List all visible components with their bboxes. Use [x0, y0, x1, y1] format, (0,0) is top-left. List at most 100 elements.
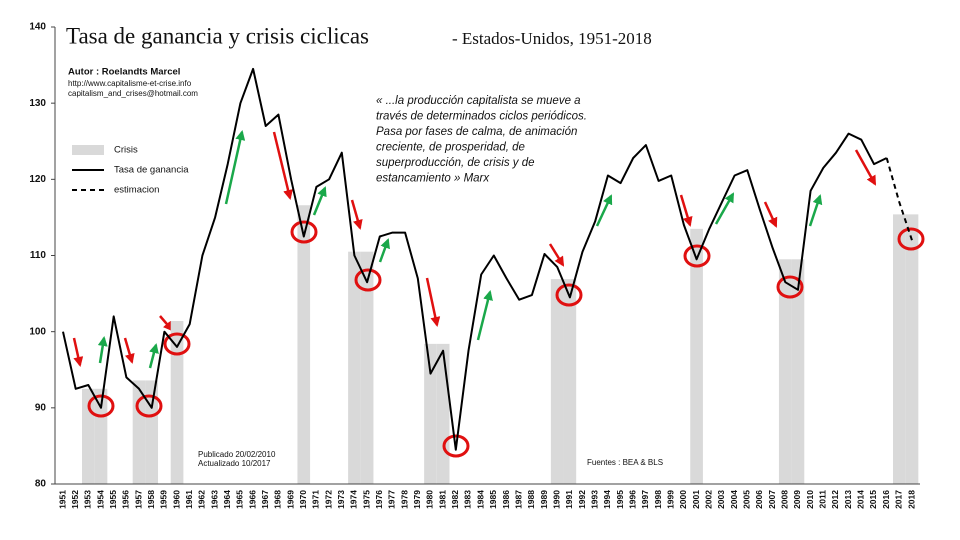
crisis-bar: [905, 214, 919, 484]
chart-title: Tasa de ganancia y crisis ciclicas: [66, 23, 369, 48]
legend-label: Crisis: [114, 145, 138, 156]
updated: Actualizado 10/2017: [198, 459, 271, 468]
x-tick-label: 1967: [260, 490, 270, 509]
y-tick-label: 130: [29, 98, 46, 109]
x-tick-label: 1995: [615, 490, 625, 509]
x-tick-label: 2008: [780, 490, 790, 509]
legend-label: Tasa de ganancia: [114, 165, 189, 176]
x-tick-label: 2014: [856, 490, 866, 509]
x-tick-label: 1968: [273, 490, 283, 509]
x-tick-label: 1965: [235, 490, 245, 509]
x-tick-label: 1978: [399, 490, 409, 509]
x-tick-label: 1998: [653, 490, 663, 509]
series-line: [885, 157, 913, 241]
crisis-bar: [690, 228, 703, 484]
x-tick-label: 1961: [184, 490, 194, 509]
author: Autor : Roelandts Marcel: [68, 67, 180, 78]
quote-line: creciente, de prosperidad, de: [376, 142, 525, 154]
x-tick-label: 1962: [197, 490, 207, 509]
published: Publicado 20/02/2010: [198, 450, 276, 459]
series-line: [62, 67, 888, 451]
crisis-bar: [348, 251, 361, 484]
x-tick-label: 2003: [716, 490, 726, 509]
crisis-bar: [94, 388, 108, 484]
x-tick-label: 2016: [881, 490, 891, 509]
quote-line: estancamiento » Marx: [376, 173, 490, 185]
quote-line: través de determinados ciclos periódicos…: [376, 111, 587, 123]
x-tick-label: 2012: [830, 490, 840, 509]
crisis-bar: [563, 279, 577, 484]
x-tick-label: 2002: [704, 490, 714, 509]
author-url: http://www.capitalisme-et-crise.info: [68, 79, 192, 88]
x-tick-label: 1996: [627, 490, 637, 509]
x-tick-label: 1991: [564, 490, 574, 509]
x-tick-label: 1974: [349, 490, 359, 509]
x-tick-label: 1979: [412, 490, 422, 509]
x-tick-label: 2004: [729, 490, 739, 509]
x-tick-label: 1972: [323, 490, 333, 509]
x-tick-label: 1953: [83, 490, 93, 509]
x-tick-label: 1977: [387, 490, 397, 509]
y-tick-label: 90: [35, 402, 47, 413]
y-tick-label: 80: [35, 479, 47, 490]
x-tick-label: 1951: [57, 490, 67, 509]
x-tick-label: 1969: [285, 490, 295, 509]
x-tick-label: 1986: [501, 490, 511, 509]
quote: « ...la producción capitalista se mueve …: [376, 95, 587, 185]
x-tick-label: 1958: [146, 490, 156, 509]
x-tick-label: 2006: [754, 490, 764, 509]
x-tick-label: 2000: [678, 490, 688, 509]
x-tick-label: 1971: [311, 490, 321, 509]
crisis-bar: [778, 259, 792, 484]
x-tick-label: 2001: [691, 490, 701, 509]
x-tick-label: 1959: [159, 490, 169, 509]
crisis-bar: [550, 279, 564, 484]
x-tick-label: 1990: [551, 490, 561, 509]
x-tick-label: 1988: [526, 490, 536, 509]
x-tick-label: 2018: [906, 490, 916, 509]
legend-swatch: [72, 145, 104, 155]
quote-line: superproducción, de crisis y de: [376, 157, 535, 169]
crisis-bar: [436, 343, 450, 484]
x-tick-label: 2011: [818, 490, 828, 509]
y-tick-label: 140: [29, 22, 46, 33]
x-tick-label: 1963: [209, 490, 219, 509]
y-tick-label: 110: [30, 250, 47, 261]
x-tick-label: 2010: [805, 490, 815, 509]
crisis-bar: [424, 343, 437, 484]
crisis-bar: [791, 259, 805, 484]
author-mail: capitalism_and_crises@hotmail.com: [68, 89, 198, 98]
x-tick-label: 1966: [247, 490, 257, 509]
x-tick-label: 1952: [70, 490, 80, 509]
x-tick-label: 1997: [640, 490, 650, 509]
x-tick-label: 1955: [108, 490, 118, 509]
x-tick-label: 1964: [222, 490, 232, 509]
x-tick-label: 1981: [437, 490, 447, 509]
x-tick-label: 1999: [665, 490, 675, 509]
x-tick-label: 1989: [539, 490, 549, 509]
x-tick-label: 1994: [602, 490, 612, 509]
x-tick-label: 1985: [488, 490, 498, 509]
x-tick-label: 1954: [95, 490, 105, 509]
y-tick-label: 120: [29, 174, 46, 185]
x-tick-label: 1975: [361, 490, 371, 509]
x-tick-label: 1987: [513, 490, 523, 509]
crisis-bar: [297, 205, 311, 485]
x-tick-label: 2015: [868, 490, 878, 509]
x-tick-label: 2007: [767, 490, 777, 509]
quote-line: « ...la producción capitalista se mueve …: [376, 95, 581, 107]
crisis-bar: [145, 380, 159, 484]
x-tick-label: 1973: [336, 490, 346, 509]
annotation-arrows: [72, 130, 877, 369]
quote-line: Pasa por fases de calma, de animación: [376, 126, 577, 138]
x-tick-label: 1956: [121, 490, 131, 509]
x-tick-label: 1993: [589, 490, 599, 509]
x-tick-label: 2005: [742, 490, 752, 509]
source: Fuentes : BEA & BLS: [587, 458, 663, 467]
chart-subtitle: - Estados-Unidos, 1951-2018: [452, 29, 652, 48]
x-tick-label: 1960: [171, 490, 181, 509]
x-tick-label: 1980: [425, 490, 435, 509]
x-tick-label: 1984: [475, 490, 485, 509]
x-tick-label: 2009: [792, 490, 802, 509]
